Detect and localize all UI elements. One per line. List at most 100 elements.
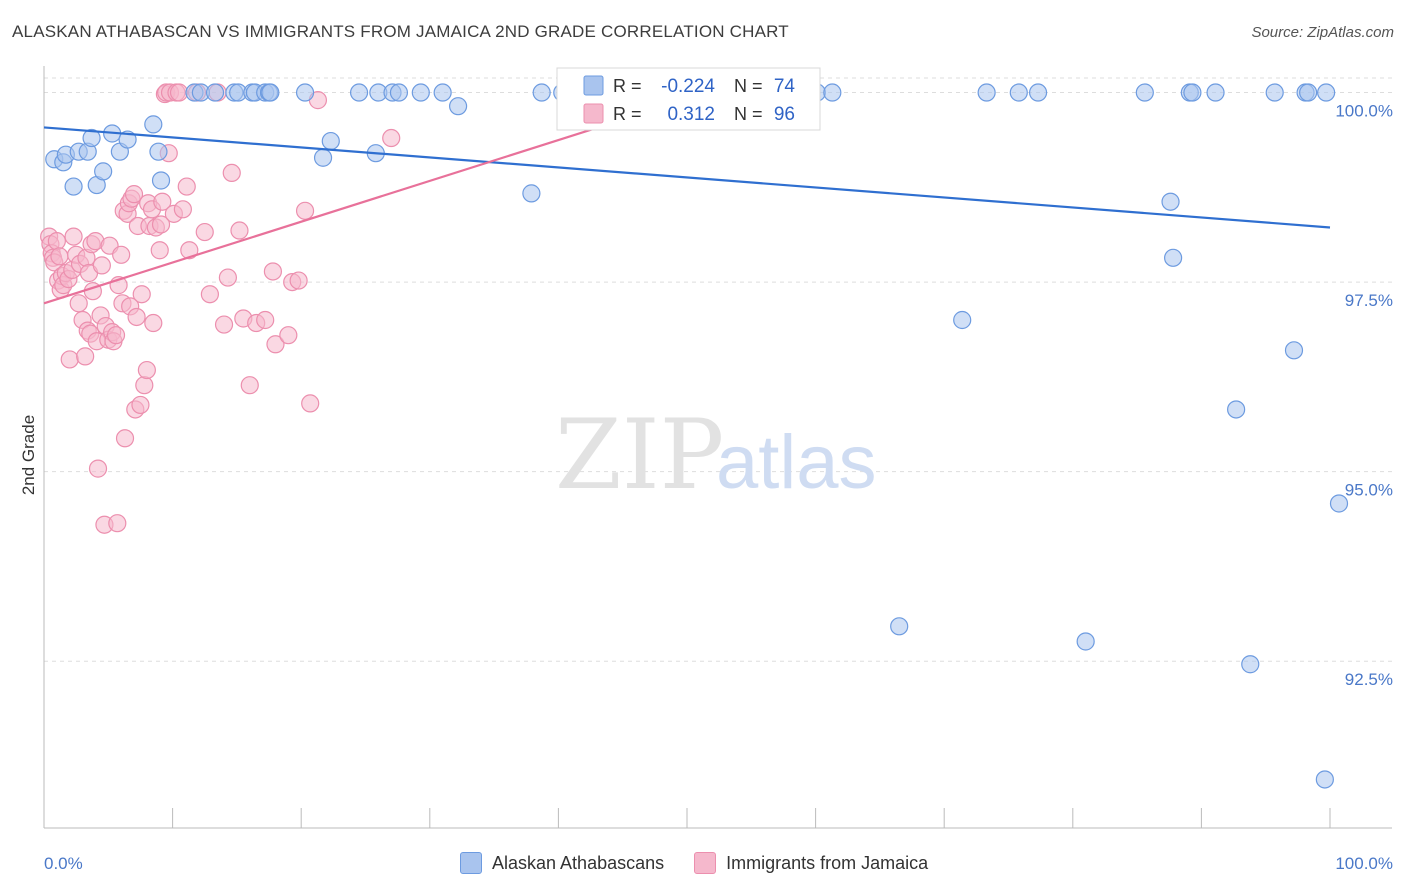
grid-lines (44, 77, 1392, 662)
jamaica-point-56 (137, 360, 156, 380)
jamaica-point-5 (47, 232, 66, 251)
athabascan-point-61 (1183, 83, 1202, 102)
athabascan-point-70 (1317, 83, 1336, 102)
jamaica-point-73 (177, 177, 196, 196)
athabascan-point-34 (433, 83, 452, 102)
jamaica-point-84 (240, 376, 259, 395)
jamaica-point-54 (132, 285, 151, 304)
jamaica-point-39 (108, 514, 127, 533)
athabascan-point-55 (1009, 83, 1028, 102)
legend-r-label-2: R = (613, 104, 642, 124)
athabascan-point-65 (1265, 83, 1284, 102)
athabascan-point-51 (890, 617, 909, 636)
x-tick-label-0: 0.0% (44, 854, 83, 873)
chart-title: ALASKAN ATHABASCAN VS IMMIGRANTS FROM JA… (12, 22, 789, 41)
jamaica-point-91 (289, 271, 308, 290)
correlation-legend: R = -0.224 N = 74 R = 0.312 N = 96 (556, 67, 821, 131)
athabascan-point-24 (261, 83, 280, 102)
athabascan-point-50 (823, 83, 842, 102)
jamaica-point-44 (115, 429, 135, 448)
legend-swatch-jamaica (694, 852, 717, 874)
jamaica-point-93 (301, 394, 320, 413)
legend-swatch-blue (583, 75, 604, 96)
jamaica-point-38 (106, 326, 126, 345)
jamaica-point-92 (295, 201, 315, 220)
athabascan-point-53 (977, 83, 996, 102)
jamaica-point-74 (180, 241, 199, 260)
athabascan-point-37 (532, 83, 551, 102)
athabascan-point-25 (295, 83, 315, 102)
legend-n-value-2: 96 (774, 104, 795, 125)
athabascan-point-26 (313, 148, 333, 167)
jamaica-point-60 (144, 313, 163, 333)
legend-r-value-1: -0.224 (661, 76, 715, 97)
legend-swatch-athabascans (460, 852, 482, 874)
legend-n-label-1: N = (734, 76, 763, 96)
jamaica-point-51 (127, 307, 146, 327)
athabascan-point-14 (151, 171, 171, 190)
jamaica-point-29 (88, 459, 108, 478)
jamaica-point-88 (266, 335, 285, 354)
jamaica-point-89 (279, 326, 298, 345)
y-tick-label-2: 97.5% (1345, 291, 1393, 310)
athabascan-point-62 (1206, 83, 1225, 102)
jamaica-point-76 (195, 222, 214, 242)
athabascan-point-17 (205, 83, 225, 102)
trend-athabascan (43, 126, 1331, 229)
jamaica-point-53 (131, 395, 150, 415)
athabascan-point-69 (1315, 770, 1334, 789)
jamaica-point-77 (200, 285, 219, 304)
watermark: ZIP atlas (555, 399, 877, 511)
athabascan-point-6 (82, 128, 101, 148)
legend-n-label-2: N = (734, 104, 763, 124)
jamaica-point-95 (382, 128, 401, 148)
jamaica-point-7 (50, 247, 69, 266)
athabascan-point-57 (1135, 83, 1154, 102)
athabascan-point-36 (522, 184, 541, 203)
athabascan-point-13 (149, 142, 168, 161)
jamaica-point-64 (153, 192, 172, 211)
jamaica-point-15 (64, 227, 83, 246)
legend-r-value-2: 0.312 (667, 104, 715, 125)
athabascan-point-33 (411, 83, 430, 102)
legend-label-athabascans: Alaskan Athabascans (492, 852, 665, 873)
source-label: Source: ZipAtlas.com (1251, 24, 1394, 41)
athabascan-point-8 (94, 162, 113, 181)
athabascan-point-66 (1284, 341, 1304, 360)
trend-jamaica (43, 105, 666, 305)
athabascan-point-35 (448, 97, 468, 116)
jamaica-point-79 (214, 315, 234, 334)
jamaica-point-72 (173, 200, 192, 219)
y-tick-label-3: 100.0% (1335, 102, 1393, 121)
jamaica-point-20 (76, 347, 95, 366)
athabascan-point-71 (1329, 494, 1349, 513)
athabascan-point-56 (1076, 632, 1095, 651)
jamaica-point-62 (150, 241, 169, 260)
jamaica-point-63 (151, 215, 171, 234)
jamaica-point-71 (169, 83, 189, 102)
watermark-zip: ZIP (555, 399, 724, 511)
x-tick-label-1: 100.0% (1335, 854, 1393, 873)
x-tick-labels: 0.0% 100.0% (44, 854, 1393, 873)
watermark-atlas: atlas (716, 420, 877, 505)
legend-item-jamaica: Immigrants from Jamaica (694, 852, 928, 874)
jamaica-point-17 (69, 294, 88, 313)
legend-r-label-1: R = (613, 76, 642, 96)
trend-lines (43, 105, 1331, 305)
athabascan-point-64 (1241, 655, 1260, 674)
bottom-legend: Alaskan Athabascans Immigrants from Jama… (460, 852, 958, 874)
jamaica-point-55 (135, 376, 154, 395)
athabascan-point-32 (389, 83, 409, 102)
y-axis-title: 2nd Grade (19, 415, 38, 495)
jamaica-point-80 (218, 268, 237, 287)
legend-item-athabascans: Alaskan Athabascans (460, 852, 664, 874)
y-tick-label-1: 95.0% (1345, 481, 1393, 500)
legend-swatch-pink (583, 103, 604, 124)
athabascan-point-54 (1028, 83, 1048, 102)
jamaica-point-86 (256, 310, 275, 330)
y-tick-label-0: 92.5% (1345, 670, 1393, 689)
athabascan-point-68 (1299, 83, 1318, 102)
y-tick-labels: 92.5% 95.0% 97.5% 100.0% (1335, 102, 1393, 690)
athabascan-point-28 (349, 83, 369, 102)
jamaica-point-41 (112, 245, 131, 264)
